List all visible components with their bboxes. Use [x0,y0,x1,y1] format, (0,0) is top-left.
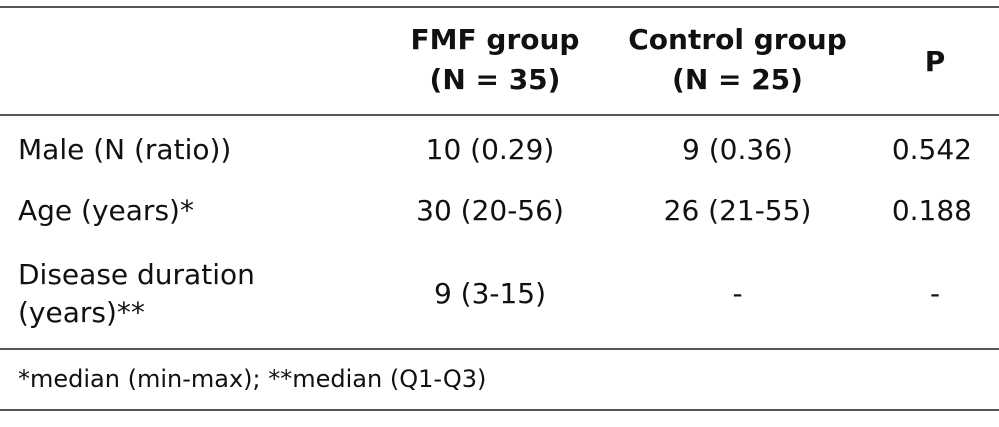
row-value-age-p: 0.188 [891,194,972,227]
row-label-disease-duration: Disease duration (years)** [18,256,255,332]
row-label-male: Male (N (ratio)) [18,133,232,166]
bottom-rule [0,409,999,411]
row-label-disease-duration-line2: (years)** [18,296,145,329]
row-value-male-fmf: 10 (0.29) [425,133,555,166]
header-p-label: P [924,45,946,78]
row-value-age-fmf: 30 (20-56) [416,194,564,227]
footnote-rule [0,348,999,350]
header-rule [0,114,999,116]
header-fmf: FMF group (N = 35) [400,20,590,100]
header-control: Control group (N = 25) [605,20,870,100]
row-label-disease-duration-line1: Disease duration [18,258,255,291]
header-fmf-line2: (N = 35) [429,63,561,96]
row-value-male-control: 9 (0.36) [682,133,793,166]
row-value-male-p: 0.542 [891,133,972,166]
header-p: P [890,42,980,82]
row-value-disease-p: - [929,277,941,310]
table-footnote: *median (min-max); **median (Q1-Q3) [18,365,487,393]
row-value-disease-control: - [732,277,743,310]
row-label-age: Age (years)* [18,194,194,227]
row-value-disease-fmf: 9 (3-15) [433,277,547,310]
row-value-age-control: 26 (21-55) [663,194,812,227]
header-control-line2: (N = 25) [672,63,803,96]
header-fmf-line1: FMF group [410,23,580,56]
header-control-line1: Control group [628,23,847,56]
top-rule [0,6,999,8]
